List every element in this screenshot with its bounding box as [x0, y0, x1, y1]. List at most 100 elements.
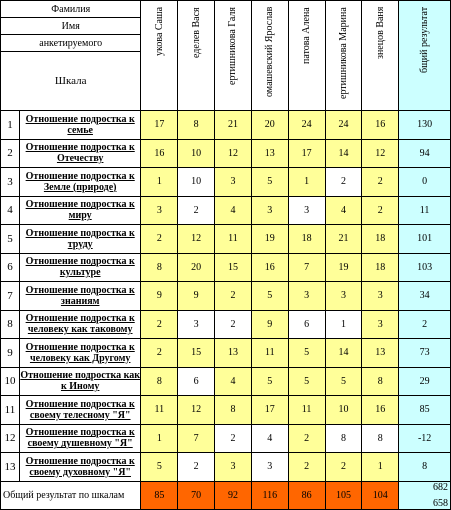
score-cell[interactable]: 19: [250, 224, 289, 254]
score-cell[interactable]: 4: [250, 423, 289, 453]
score-cell[interactable]: 11: [250, 338, 289, 368]
row-total-cell[interactable]: 94: [398, 138, 451, 168]
row-total-cell[interactable]: 103: [398, 252, 451, 282]
total-cell[interactable]: 104: [361, 480, 400, 510]
score-cell[interactable]: 3: [250, 195, 289, 225]
total-cell[interactable]: 105: [324, 480, 363, 510]
total-cell[interactable]: 70: [177, 480, 216, 510]
score-cell[interactable]: 19: [324, 252, 363, 282]
score-cell[interactable]: 3: [177, 309, 216, 339]
row-total-cell[interactable]: -12: [398, 423, 451, 453]
score-cell[interactable]: 3: [324, 281, 363, 311]
score-cell[interactable]: 17: [287, 138, 326, 168]
score-cell[interactable]: 8: [361, 366, 400, 396]
score-cell[interactable]: 14: [324, 338, 363, 368]
score-cell[interactable]: 17: [140, 110, 179, 140]
score-cell[interactable]: 12: [361, 138, 400, 168]
score-cell[interactable]: 21: [214, 110, 252, 140]
score-cell[interactable]: 11: [140, 395, 179, 425]
score-cell[interactable]: 2: [287, 423, 326, 453]
row-total-cell[interactable]: 0: [398, 167, 451, 197]
row-total-cell[interactable]: 85: [398, 395, 451, 425]
score-cell[interactable]: 24: [287, 110, 326, 140]
score-cell[interactable]: 18: [361, 252, 400, 282]
score-cell[interactable]: 5: [250, 366, 289, 396]
row-total-cell[interactable]: 29: [398, 366, 451, 396]
score-cell[interactable]: 11: [287, 395, 326, 425]
score-cell[interactable]: 12: [214, 138, 252, 168]
score-cell[interactable]: 15: [214, 252, 252, 282]
score-cell[interactable]: 14: [324, 138, 363, 168]
score-cell[interactable]: 18: [361, 224, 400, 254]
score-cell[interactable]: 3: [214, 452, 252, 482]
score-cell[interactable]: 3: [287, 195, 326, 225]
row-total-cell[interactable]: 8: [398, 452, 451, 482]
score-cell[interactable]: 2: [324, 167, 363, 197]
score-cell[interactable]: 2: [177, 452, 216, 482]
score-cell[interactable]: 9: [140, 281, 179, 311]
score-cell[interactable]: 5: [324, 366, 363, 396]
score-cell[interactable]: 2: [140, 338, 179, 368]
score-cell[interactable]: 1: [324, 309, 363, 339]
score-cell[interactable]: 7: [177, 423, 216, 453]
score-cell[interactable]: 2: [361, 195, 400, 225]
score-cell[interactable]: 5: [250, 281, 289, 311]
score-cell[interactable]: 5: [250, 167, 289, 197]
row-total-cell[interactable]: 101: [398, 224, 451, 254]
score-cell[interactable]: 3: [287, 281, 326, 311]
score-cell[interactable]: 4: [324, 195, 363, 225]
score-cell[interactable]: 4: [214, 195, 252, 225]
score-cell[interactable]: 8: [140, 366, 179, 396]
row-total-cell[interactable]: 2: [398, 309, 451, 339]
score-cell[interactable]: 13: [250, 138, 289, 168]
score-cell[interactable]: 11: [214, 224, 252, 254]
score-cell[interactable]: 4: [214, 366, 252, 396]
score-cell[interactable]: 9: [177, 281, 216, 311]
row-total-cell[interactable]: 11: [398, 195, 451, 225]
score-cell[interactable]: 16: [140, 138, 179, 168]
score-cell[interactable]: 2: [177, 195, 216, 225]
score-cell[interactable]: 20: [177, 252, 216, 282]
score-cell[interactable]: 2: [361, 167, 400, 197]
row-total-cell[interactable]: 34: [398, 281, 451, 311]
score-cell[interactable]: 10: [324, 395, 363, 425]
score-cell[interactable]: 9: [250, 309, 289, 339]
score-cell[interactable]: 8: [324, 423, 363, 453]
score-cell[interactable]: 20: [250, 110, 289, 140]
grand-total-cell[interactable]: 682 658: [398, 480, 451, 510]
score-cell[interactable]: 1: [361, 452, 400, 482]
score-cell[interactable]: 12: [177, 224, 216, 254]
score-cell[interactable]: 5: [287, 366, 326, 396]
score-cell[interactable]: 8: [177, 110, 216, 140]
total-cell[interactable]: 86: [287, 480, 326, 510]
score-cell[interactable]: 2: [324, 452, 363, 482]
score-cell[interactable]: 2: [214, 423, 252, 453]
score-cell[interactable]: 1: [140, 423, 179, 453]
total-cell[interactable]: 92: [214, 480, 252, 510]
score-cell[interactable]: 18: [287, 224, 326, 254]
score-cell[interactable]: 3: [361, 281, 400, 311]
score-cell[interactable]: 5: [140, 452, 179, 482]
row-total-cell[interactable]: 73: [398, 338, 451, 368]
score-cell[interactable]: 6: [177, 366, 216, 396]
score-cell[interactable]: 10: [177, 167, 216, 197]
score-cell[interactable]: 21: [324, 224, 363, 254]
score-cell[interactable]: 2: [140, 224, 179, 254]
score-cell[interactable]: 1: [140, 167, 179, 197]
score-cell[interactable]: 5: [287, 338, 326, 368]
score-cell[interactable]: 8: [361, 423, 400, 453]
total-cell[interactable]: 85: [140, 480, 179, 510]
score-cell[interactable]: 2: [214, 281, 252, 311]
score-cell[interactable]: 16: [250, 252, 289, 282]
score-cell[interactable]: 24: [324, 110, 363, 140]
score-cell[interactable]: 13: [214, 338, 252, 368]
score-cell[interactable]: 16: [361, 395, 400, 425]
score-cell[interactable]: 3: [214, 167, 252, 197]
total-cell[interactable]: 116: [250, 480, 289, 510]
score-cell[interactable]: 3: [361, 309, 400, 339]
score-cell[interactable]: 3: [250, 452, 289, 482]
score-cell[interactable]: 10: [177, 138, 216, 168]
score-cell[interactable]: 2: [140, 309, 179, 339]
score-cell[interactable]: 1: [287, 167, 326, 197]
score-cell[interactable]: 15: [177, 338, 216, 368]
